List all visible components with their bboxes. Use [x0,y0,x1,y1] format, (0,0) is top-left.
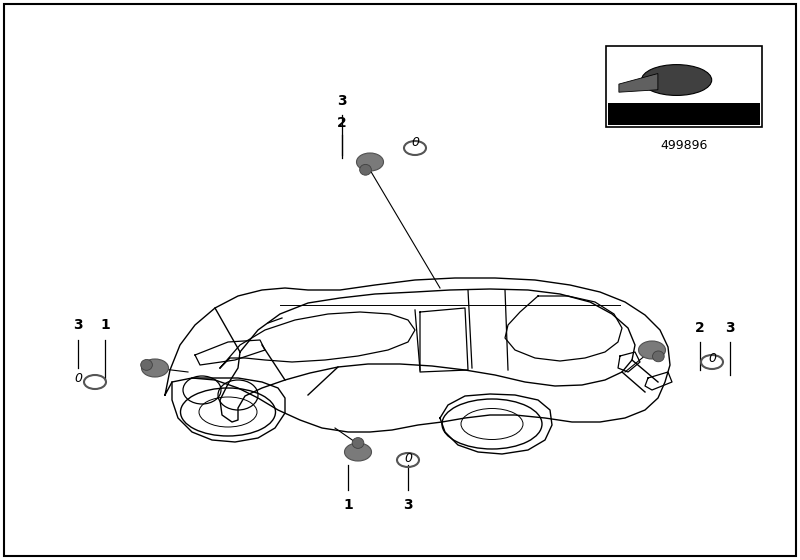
Bar [606,46,762,127]
Text: 0: 0 [74,371,82,385]
Text: 1: 1 [343,498,353,512]
Ellipse shape [642,64,712,95]
Ellipse shape [345,443,371,461]
Text: 499896: 499896 [661,139,708,152]
Text: 1: 1 [100,318,110,332]
Ellipse shape [638,341,666,359]
Text: 0: 0 [411,136,419,148]
Text: 3: 3 [337,94,347,108]
Text: 0: 0 [404,451,412,464]
Ellipse shape [142,359,169,377]
Ellipse shape [357,153,383,171]
Ellipse shape [352,437,364,449]
Ellipse shape [141,360,152,370]
Polygon shape [619,73,658,92]
Text: 3: 3 [725,321,735,335]
Text: 3: 3 [403,498,413,512]
Ellipse shape [360,165,371,175]
Text: 3: 3 [73,318,83,332]
Bar [608,103,760,125]
Text: 2: 2 [337,116,347,130]
Ellipse shape [653,351,664,362]
Text: 2: 2 [695,321,705,335]
Text: 0: 0 [708,352,716,365]
